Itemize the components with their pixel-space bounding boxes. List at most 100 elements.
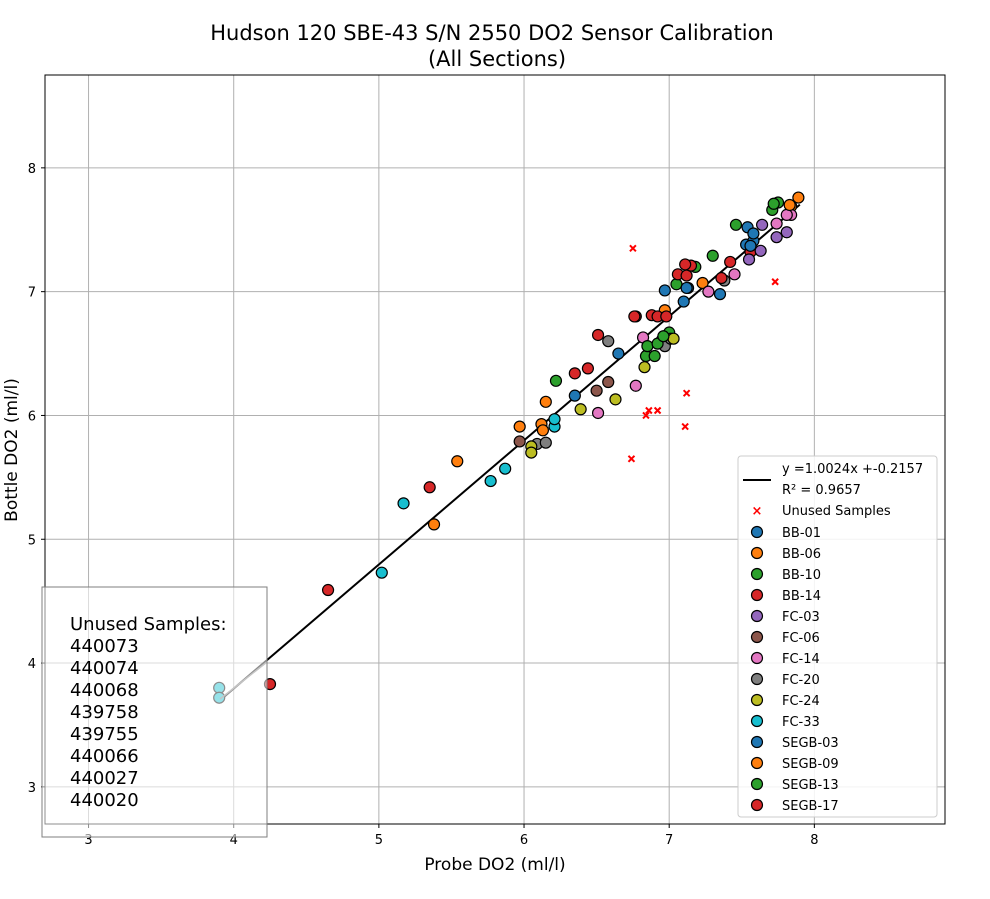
legend-swatch — [750, 756, 764, 770]
y-tick-label: 6 — [28, 409, 36, 424]
unused-sample-id: 440020 — [70, 790, 139, 811]
data-point — [702, 285, 715, 298]
unused-sample-marker — [627, 455, 636, 463]
data-point — [755, 218, 769, 231]
data-point — [767, 197, 780, 210]
data-point — [641, 340, 654, 353]
y-tick-label: 3 — [28, 781, 36, 796]
unused-sample-marker — [629, 244, 637, 253]
data-point — [609, 393, 622, 406]
legend-swatch — [750, 651, 764, 665]
data-point — [499, 462, 512, 475]
data-point — [667, 332, 680, 345]
legend-swatch — [750, 693, 764, 707]
x-tick-label: 7 — [665, 833, 673, 848]
data-point — [629, 379, 642, 392]
data-point — [780, 226, 793, 239]
legend-label: SEGB-03 — [782, 736, 839, 751]
data-point — [513, 420, 526, 433]
data-point — [451, 455, 464, 468]
y-tick-label: 5 — [28, 533, 36, 548]
unused-samples-box: Unused Samples: 440073440074440068439758… — [41, 586, 268, 838]
data-point — [744, 239, 757, 252]
unused-box-heading: Unused Samples: — [70, 614, 227, 635]
legend-swatch — [750, 672, 764, 686]
data-point — [612, 347, 625, 360]
data-point — [602, 375, 615, 389]
data-point — [574, 403, 587, 416]
data-point — [539, 436, 552, 449]
unused-box-ids: 4400734400744400684397584397554400664400… — [70, 636, 139, 811]
data-point — [770, 231, 783, 244]
data-point — [602, 335, 615, 348]
chart-title: Hudson 120 SBE-43 S/N 2550 DO2 Sensor Ca… — [210, 21, 774, 45]
legend-fit-label: y =1.0024x +-0.2157 — [782, 462, 923, 477]
data-point — [648, 349, 661, 363]
data-point — [679, 258, 692, 271]
x-tick-label: 3 — [84, 833, 92, 848]
unused-sample-marker — [771, 278, 779, 286]
legend-series: BB-01 BB-06 BB-10 BB-14 FC-03 FC-06 FC-14 FC-20… — [750, 525, 839, 814]
legend-swatch — [750, 630, 764, 644]
data-point — [581, 362, 595, 375]
data-point — [670, 278, 683, 291]
legend-swatch — [750, 735, 764, 749]
data-point — [728, 268, 741, 281]
legend-label: FC-03 — [782, 610, 820, 625]
data-point — [638, 361, 651, 374]
data-point — [525, 446, 538, 459]
legend-label: SEGB-09 — [782, 757, 839, 772]
unused-sample-id: 440027 — [70, 768, 139, 789]
data-point — [657, 330, 670, 343]
y-tick-label: 7 — [28, 286, 36, 301]
data-point — [549, 374, 563, 387]
data-point — [484, 474, 497, 488]
unused-sample-marker — [681, 422, 689, 431]
legend-label: FC-20 — [782, 673, 820, 688]
y-axis-label: Bottle DO2 (ml/l) — [2, 378, 22, 522]
unused-sample-id: 439755 — [70, 724, 139, 745]
data-point — [591, 406, 605, 420]
x-tick-label: 6 — [520, 833, 528, 848]
legend-label: SEGB-17 — [782, 799, 839, 814]
unused-box-frame — [41, 586, 268, 838]
legend-r2-label: R² = 0.9657 — [782, 483, 861, 498]
data-point — [677, 295, 690, 308]
data-point — [742, 253, 756, 266]
data-point — [590, 384, 603, 397]
data-point — [660, 310, 673, 323]
data-point — [696, 276, 709, 290]
data-point — [423, 481, 436, 494]
data-point — [321, 583, 335, 597]
data-point — [715, 271, 728, 285]
data-point — [780, 208, 793, 221]
plot-frame — [44, 74, 946, 825]
data-point — [539, 395, 552, 408]
data-point — [591, 328, 605, 342]
data-point — [680, 281, 693, 295]
legend-label: BB-06 — [782, 547, 821, 562]
x-tick-label: 5 — [375, 833, 383, 848]
legend-label: FC-14 — [782, 652, 820, 667]
data-point — [568, 389, 581, 402]
unused-sample-id: 440066 — [70, 746, 139, 767]
data-point — [706, 249, 719, 262]
data-point — [548, 413, 561, 426]
legend-swatch — [750, 567, 764, 581]
legend-label: BB-10 — [782, 568, 821, 583]
data-point — [792, 191, 805, 204]
legend-swatch — [750, 777, 764, 791]
data-point — [375, 566, 388, 579]
unused-sample-id: 440074 — [70, 658, 139, 679]
x-tick-label: 8 — [810, 833, 818, 848]
legend-swatch — [750, 546, 764, 560]
legend: y =1.0024x +-0.2157 R² = 0.9657 × Unused… — [737, 455, 938, 818]
legend-unused-swatch: × — [752, 504, 763, 519]
legend-swatch — [750, 609, 764, 623]
unused-sample-marker — [653, 406, 662, 415]
data-point — [770, 217, 783, 230]
chart-subtitle: (All Sections) — [428, 47, 566, 71]
data-point — [628, 310, 641, 323]
legend-label: FC-24 — [782, 694, 820, 709]
data-point — [513, 435, 526, 448]
